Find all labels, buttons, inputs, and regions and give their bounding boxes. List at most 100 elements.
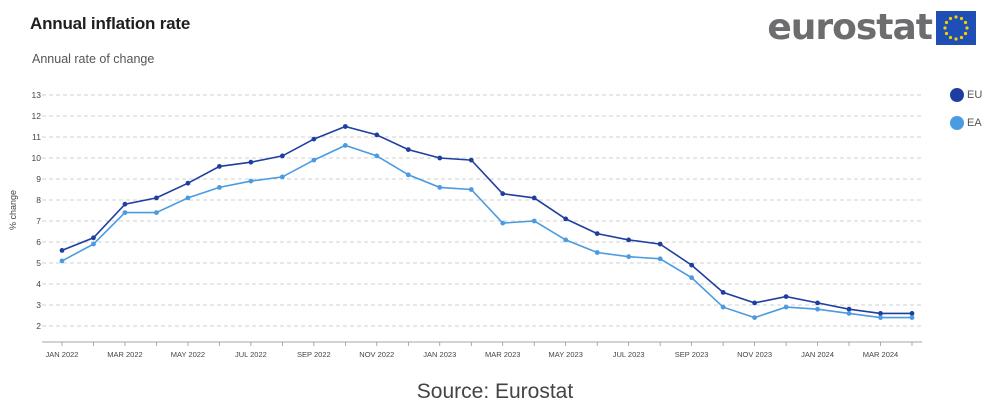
x-tick-label: JUL 2022: [235, 350, 267, 359]
data-point-ea[interactable]: [752, 315, 757, 320]
data-point-eu[interactable]: [594, 231, 600, 237]
data-point-ea[interactable]: [657, 256, 663, 262]
data-point-ea[interactable]: [594, 250, 600, 255]
data-point-ea[interactable]: [311, 157, 317, 163]
series-ea: [59, 143, 915, 320]
data-point-eu[interactable]: [720, 290, 726, 295]
x-tick-label: MAR 2023: [485, 350, 520, 359]
data-point-eu[interactable]: [626, 237, 632, 243]
y-tick-label: 8: [36, 195, 41, 205]
data-point-ea[interactable]: [720, 304, 726, 310]
data-point-eu[interactable]: [783, 294, 789, 299]
data-point-ea[interactable]: [689, 275, 695, 281]
data-point-eu[interactable]: [217, 164, 222, 169]
data-point-eu[interactable]: [374, 132, 380, 138]
y-tick-label: 9: [36, 174, 41, 184]
data-point-ea[interactable]: [846, 311, 852, 316]
data-point-eu[interactable]: [815, 300, 820, 306]
data-point-eu[interactable]: [154, 195, 159, 201]
data-point-ea[interactable]: [59, 258, 65, 264]
data-point-eu[interactable]: [563, 216, 569, 222]
data-point-ea[interactable]: [563, 237, 569, 243]
x-tick-label: SEP 2022: [297, 350, 331, 359]
data-point-ea[interactable]: [217, 185, 222, 190]
logo-wordmark: eurostat: [767, 7, 933, 48]
y-tick-label: 4: [36, 279, 41, 289]
y-axis-label: % change: [8, 190, 18, 230]
x-tick-label: JAN 2022: [46, 350, 79, 359]
x-tick-label: SEP 2023: [675, 350, 709, 359]
y-tick-label: 7: [36, 216, 41, 226]
x-axis-ticks: JAN 2022 MAR 2022 MAY 2022 JUL 2022 SEP 2022…: [42, 341, 922, 359]
x-tick-label: NOV 2023: [737, 350, 772, 359]
source-note: Source: Eurostat: [416, 380, 574, 403]
legend-swatch-eu: [950, 88, 964, 102]
inflation-line-chart: 2 3 4 5 6 7 8 9 10 11 12 13 JAN 2022 MAR 2022 MAY 202…: [8, 90, 922, 359]
data-point-ea[interactable]: [185, 195, 191, 201]
eurostat-logo: eurostat: [767, 6, 976, 50]
legend-item-ea[interactable]: EA: [950, 114, 990, 132]
data-point-ea[interactable]: [815, 306, 820, 312]
series-layer: [59, 124, 915, 320]
data-point-ea[interactable]: [405, 172, 411, 178]
x-tick-label: MAY 2022: [171, 350, 205, 359]
y-tick-label: 10: [32, 153, 42, 163]
data-point-eu[interactable]: [846, 306, 852, 312]
data-point-eu[interactable]: [279, 153, 285, 159]
data-point-eu[interactable]: [878, 311, 883, 316]
y-tick-label: 3: [36, 300, 41, 310]
data-point-eu[interactable]: [468, 157, 474, 163]
data-point-eu[interactable]: [59, 248, 65, 253]
data-point-eu[interactable]: [500, 191, 506, 197]
data-point-eu[interactable]: [689, 262, 695, 268]
grid-lines: [42, 94, 922, 327]
x-tick-label: JAN 2024: [801, 350, 834, 359]
data-point-eu[interactable]: [752, 300, 757, 306]
data-point-ea[interactable]: [531, 218, 537, 224]
series-line-ea: [61, 144, 912, 319]
data-point-ea[interactable]: [279, 174, 285, 180]
data-point-ea[interactable]: [154, 210, 159, 216]
y-tick-label: 11: [32, 132, 41, 142]
y-tick-label: 6: [36, 237, 41, 247]
data-point-ea[interactable]: [783, 304, 789, 310]
data-point-ea[interactable]: [248, 178, 254, 184]
legend-label-ea: EA: [967, 117, 982, 129]
data-point-ea[interactable]: [437, 185, 443, 190]
chart-legend: EU EA: [950, 86, 990, 142]
data-point-ea[interactable]: [122, 210, 128, 216]
data-point-ea[interactable]: [626, 254, 632, 260]
x-tick-label: NOV 2022: [359, 350, 394, 359]
data-point-eu[interactable]: [909, 311, 915, 316]
data-point-ea[interactable]: [909, 315, 915, 320]
y-tick-label: 12: [32, 111, 42, 121]
data-point-eu[interactable]: [311, 136, 317, 142]
data-point-eu[interactable]: [531, 195, 537, 201]
x-tick-label: MAR 2022: [107, 350, 142, 359]
x-tick-label: MAY 2023: [549, 350, 583, 359]
data-point-ea[interactable]: [878, 315, 883, 320]
data-point-ea[interactable]: [500, 220, 506, 226]
series-line-eu: [61, 125, 912, 315]
x-tick-label: JUL 2023: [613, 350, 645, 359]
data-point-eu[interactable]: [657, 241, 663, 247]
data-point-ea[interactable]: [91, 241, 96, 247]
y-tick-label: 13: [32, 90, 42, 100]
legend-label-eu: EU: [967, 89, 983, 101]
x-tick-label: MAR 2024: [863, 350, 898, 359]
data-point-eu[interactable]: [342, 124, 348, 129]
data-point-ea[interactable]: [374, 153, 380, 159]
data-point-ea[interactable]: [468, 187, 474, 192]
legend-item-eu[interactable]: EU: [950, 86, 990, 104]
y-tick-label: 2: [36, 321, 41, 331]
data-point-eu[interactable]: [185, 180, 191, 186]
data-point-eu[interactable]: [437, 155, 443, 161]
chart-subtitle: Annual rate of change: [32, 52, 155, 66]
chart-title: Annual inflation rate: [30, 14, 191, 33]
y-tick-label: 5: [36, 258, 41, 268]
data-point-eu[interactable]: [91, 235, 96, 241]
data-point-ea[interactable]: [342, 143, 348, 148]
data-point-eu[interactable]: [248, 159, 254, 165]
data-point-eu[interactable]: [405, 147, 411, 153]
data-point-eu[interactable]: [122, 201, 128, 207]
